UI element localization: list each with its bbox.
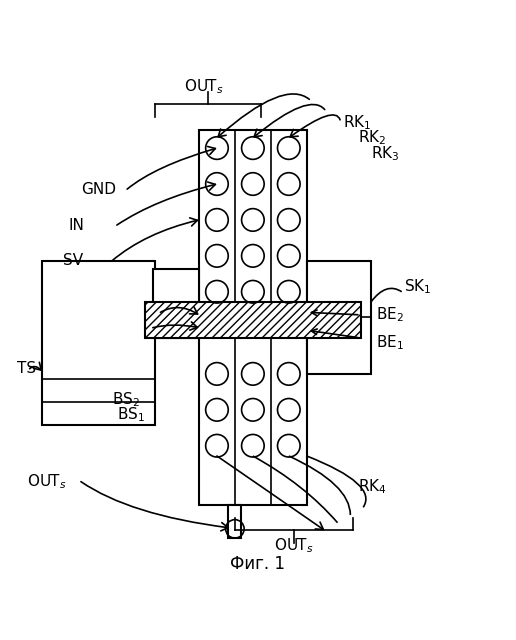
- Text: $\mathrm{RK}_{1}$: $\mathrm{RK}_{1}$: [343, 113, 371, 132]
- FancyArrowPatch shape: [290, 115, 340, 137]
- Text: $\mathrm{BS}_{2}$: $\mathrm{BS}_{2}$: [112, 390, 140, 409]
- Text: Фиг. 1: Фиг. 1: [231, 555, 285, 573]
- FancyArrowPatch shape: [127, 147, 215, 189]
- FancyArrowPatch shape: [254, 104, 325, 137]
- Text: IN: IN: [68, 218, 84, 232]
- FancyArrowPatch shape: [218, 94, 309, 137]
- Text: $\mathrm{SK}_{1}$: $\mathrm{SK}_{1}$: [404, 277, 432, 296]
- Text: $\mathrm{BE}_{1}$: $\mathrm{BE}_{1}$: [376, 333, 404, 353]
- Text: $\mathrm{OUT}_{s}$: $\mathrm{OUT}_{s}$: [27, 472, 67, 491]
- FancyArrowPatch shape: [29, 362, 41, 370]
- Text: $\mathrm{RK}_{2}$: $\mathrm{RK}_{2}$: [358, 129, 386, 147]
- Text: $\mathrm{OUT}_{s}$: $\mathrm{OUT}_{s}$: [274, 536, 314, 555]
- Bar: [145, 302, 361, 338]
- Bar: [307, 261, 371, 374]
- Bar: [199, 130, 307, 505]
- Text: $\mathrm{BE}_{2}$: $\mathrm{BE}_{2}$: [376, 305, 404, 324]
- Text: $\mathrm{BS}_{1}$: $\mathrm{BS}_{1}$: [117, 406, 145, 424]
- FancyArrowPatch shape: [112, 218, 198, 261]
- Text: SV: SV: [63, 253, 83, 268]
- Text: GND: GND: [81, 182, 116, 196]
- Text: $\mathrm{RK}_{4}$: $\mathrm{RK}_{4}$: [358, 477, 387, 496]
- FancyArrowPatch shape: [153, 322, 198, 330]
- FancyArrowPatch shape: [117, 182, 215, 225]
- FancyArrowPatch shape: [81, 482, 228, 531]
- Bar: [229, 505, 241, 538]
- Text: $\mathrm{RK}_{3}$: $\mathrm{RK}_{3}$: [371, 144, 399, 163]
- FancyArrowPatch shape: [217, 456, 324, 529]
- Text: $\mathrm{OUT}_{s}$: $\mathrm{OUT}_{s}$: [184, 77, 224, 96]
- Bar: [153, 269, 199, 338]
- FancyArrowPatch shape: [160, 307, 198, 314]
- Bar: [42, 261, 155, 425]
- Text: TS: TS: [17, 361, 36, 376]
